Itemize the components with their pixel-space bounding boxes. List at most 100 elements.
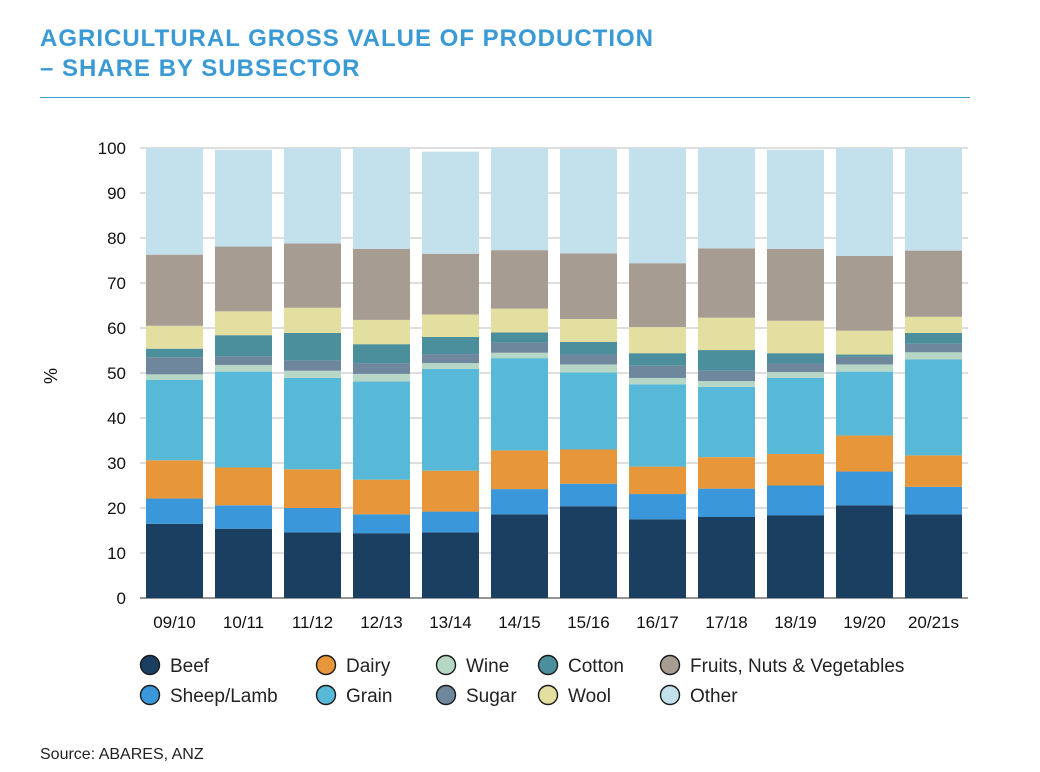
bar-segment-dairy [629,466,686,495]
bar-segment-wool [353,319,410,345]
source-note: Source: ABARES, ANZ [40,746,204,763]
legend-marker-beef [139,654,161,676]
bar-segment-cotton [629,353,686,366]
bar-segment-fruits-nuts-vegetables [905,250,962,317]
bar-segment-dairy [836,435,893,472]
bar-segment-dairy [767,454,824,486]
bar-segment-sugar [629,365,686,378]
bar-segment-sheep-lamb [560,483,617,507]
chart-title: AGRICULTURAL GROSS VALUE OF PRODUCTION –… [40,24,654,84]
title-divider [40,97,970,98]
bar-segment-fruits-nuts-vegetables [491,250,548,309]
bar-segment-sugar [284,360,341,371]
bar-segment-other [215,149,272,247]
bar-segment-cotton [698,350,755,371]
bar-segment-sugar [767,363,824,373]
bar-segment-grain [422,368,479,471]
bar-segment-fruits-nuts-vegetables [422,253,479,315]
legend-label-other: Other [690,686,738,707]
bar-segment-sheep-lamb [491,489,548,515]
bar-segment-sheep-lamb [767,485,824,516]
x-tick-label: 09/10 [153,613,196,632]
bar-segment-cotton [146,348,203,358]
bar-segment-beef [836,505,893,598]
bar-segment-beef [353,533,410,598]
bar-segment-other [146,148,203,255]
y-tick-label: 90 [107,184,126,203]
bar-segment-beef [491,514,548,598]
y-tick-label: 20 [107,499,126,518]
bar-segment-dairy [284,469,341,508]
legend-label-beef: Beef [170,656,210,677]
bar-segment-sheep-lamb [836,471,893,506]
legend-label-dairy: Dairy [346,656,391,677]
bar-segment-fruits-nuts-vegetables [284,243,341,308]
bar-segment-sheep-lamb [215,505,272,529]
bar-segment-grain [767,377,824,454]
bar-segment-grain [698,386,755,458]
bar-segment-wine [836,364,893,372]
stacked-bar-chart: 0 10 20 30 40 50 60 70 80 90 100% 09/10 10/11 11/12 12… [41,139,968,707]
y-tick-label: 0 [117,589,126,608]
bar-segment-sheep-lamb [284,508,341,533]
bar-segment-fruits-nuts-vegetables [353,248,410,320]
bar-segment-dairy [698,457,755,489]
bar-segment-cotton [215,335,272,357]
bar-segment-other [560,148,617,254]
legend-marker-wine [435,654,457,676]
bar-segment-other [629,148,686,264]
bar-segment-other [767,149,824,249]
bar-segment-sheep-lamb [422,511,479,533]
chart-title-line2: – SHARE BY SUBSECTOR [40,55,361,82]
bar-segment-sugar [905,343,962,353]
bar-segment-grain [629,384,686,467]
bar-segment-beef [560,506,617,598]
bar-segment-beef [215,528,272,598]
bar-segment-dairy [146,460,203,499]
bar-segment-cotton [353,344,410,364]
bar-segment-cotton [422,337,479,355]
bar-segment-grain [353,381,410,480]
legend-marker-sheep-lamb [139,684,161,706]
bar-segment-other [353,148,410,249]
y-tick-label: 40 [107,409,126,428]
bar-segment-grain [905,359,962,456]
bar-segment-beef [905,514,962,598]
y-tick-label: 50 [107,364,126,383]
x-tick-label: 17/18 [705,613,748,632]
legend-marker-fruits-nuts-vegetables [659,654,681,676]
x-tick-label: 15/16 [567,613,610,632]
bar-segment-cotton [560,341,617,355]
bar-segment-beef [284,532,341,598]
x-tick-label: 12/13 [360,613,403,632]
bar-segment-wine [284,370,341,378]
bar-segment-dairy [422,470,479,512]
y-tick-label: 70 [107,274,126,293]
bar-segment-beef [422,532,479,598]
bar-segment-sugar [422,354,479,364]
bar-segment-fruits-nuts-vegetables [215,246,272,312]
bar-segment-cotton [905,332,962,344]
y-axis-label: % [41,368,61,384]
bar-segment-sheep-lamb [629,494,686,520]
legend-label-sheep-lamb: Sheep/Lamb [170,686,278,707]
bar-segment-fruits-nuts-vegetables [836,256,893,331]
bar-segment-wine [629,377,686,385]
bar-segment-wine [353,373,410,382]
bar-segment-wine [905,352,962,360]
chart-title-line1: AGRICULTURAL GROSS VALUE OF PRODUCTION [40,25,654,52]
bar-segment-other [698,148,755,249]
bar-segment-sugar [836,356,893,365]
bar-segment-sugar [146,357,203,375]
bar-segment-wine [560,364,617,373]
bar-segment-other [491,148,548,251]
legend-marker-other [659,684,681,706]
bar-segment-dairy [560,449,617,484]
y-tick-label: 100 [98,139,126,158]
x-tick-label: 18/19 [774,613,817,632]
bar-segment-sugar [560,354,617,365]
bar-segment-fruits-nuts-vegetables [698,248,755,318]
bar-segment-grain [836,371,893,436]
bar-segment-fruits-nuts-vegetables [560,253,617,319]
bar-segment-wine [767,372,824,378]
